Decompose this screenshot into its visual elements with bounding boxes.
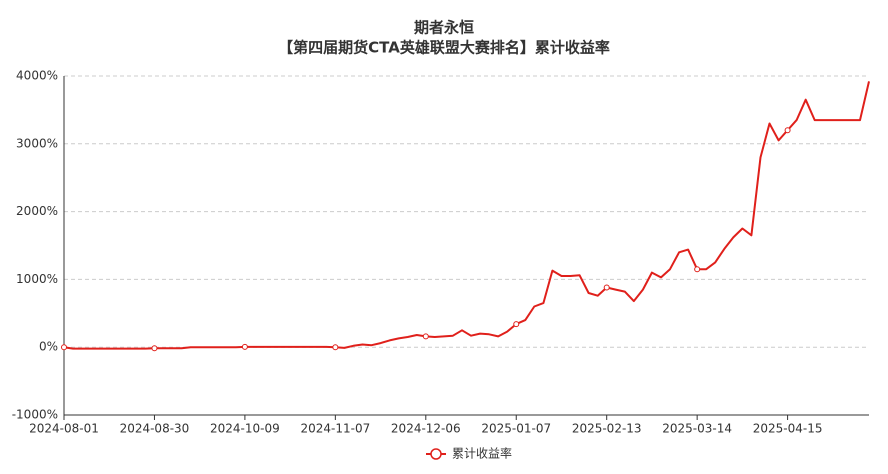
y-tick-label: 4000%	[16, 69, 58, 83]
point-marker	[61, 344, 67, 351]
x-tick-label: 2024-08-01	[29, 422, 99, 436]
y-tick-label: -1000%	[12, 408, 58, 422]
x-tick-label: 2025-04-15	[753, 422, 823, 436]
legend-marker	[430, 448, 442, 460]
x-tick-label: 2024-10-09	[210, 422, 280, 436]
y-tick-label: 1000%	[16, 272, 58, 286]
point-marker	[151, 345, 158, 352]
legend-label: 累计收益率	[452, 446, 512, 461]
point-marker	[422, 333, 429, 340]
point-marker	[241, 343, 248, 350]
y-tick-label: 2000%	[16, 204, 58, 218]
y-tick-label: 3000%	[16, 136, 58, 150]
x-tick-label: 2024-12-06	[391, 422, 461, 436]
y-tick-label: 0%	[39, 340, 58, 354]
x-tick-label: 2024-11-07	[300, 422, 370, 436]
point-marker	[513, 321, 520, 328]
point-marker	[694, 266, 701, 273]
chart-title: 期者永恒	[414, 19, 474, 37]
series-line	[63, 81, 870, 350]
x-tick-label: 2025-02-13	[572, 422, 642, 436]
x-tick-label: 2025-03-14	[662, 422, 732, 436]
point-marker	[784, 127, 791, 134]
x-tick-label: 2024-08-30	[120, 422, 190, 436]
x-tick-label: 2025-01-07	[481, 422, 551, 436]
point-marker	[332, 344, 339, 351]
chart-subtitle: 【第四届期货CTA英雄联盟大赛排名】累计收益率	[278, 39, 610, 57]
point-marker	[603, 284, 610, 291]
